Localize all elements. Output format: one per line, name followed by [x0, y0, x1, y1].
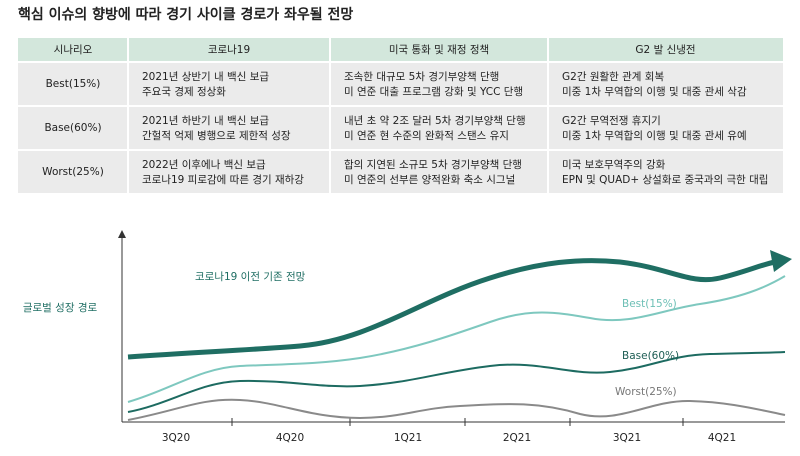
x-axis-label: 1Q21 [394, 432, 422, 444]
x-axis-label: 3Q20 [162, 432, 190, 444]
cell-line: 내년 초 약 2조 달러 5차 경기부양책 단행 [344, 114, 526, 127]
pre-covid-arrow [770, 250, 792, 272]
column-header: 코로나19 [208, 44, 250, 56]
header-row-bg [18, 38, 783, 61]
best-curve [127, 275, 786, 403]
y-axis-arrow [118, 230, 126, 238]
cell-line: G2간 원활한 관계 회복 [562, 70, 664, 83]
cell-line: 미중 1차 무역합의 이행 및 대중 관세 유예 [562, 129, 747, 142]
x-axis-label: 4Q21 [708, 432, 736, 444]
cell-line: G2간 무역전쟁 휴지기 [562, 115, 661, 127]
worst-curve [127, 398, 786, 421]
cell-line: 간헐적 억제 병행으로 제한적 성장 [142, 129, 291, 142]
worst-label: Worst(25%) [615, 386, 677, 398]
cell-line: 2021년 하반기 내 백신 보급 [142, 114, 269, 127]
x-axis-label: 2Q21 [503, 432, 531, 444]
scenario-table: 시나리오 코로나19 미국 통화 및 재정 정책 G2 발 신냉전 Best(15%) 2… [18, 38, 783, 193]
cell-line: 합의 지연된 소규모 5차 경기부양책 단행 [344, 158, 522, 171]
cell-line: 2022년 이후에나 백신 보급 [142, 159, 266, 171]
base-label: Base(60%) [622, 350, 679, 362]
row-bg [18, 63, 783, 105]
x-axis-label: 3Q21 [613, 432, 641, 444]
cell-line: 주요국 경제 정상화 [142, 85, 226, 98]
cell-line: 미 연준의 선부른 양적완화 축소 시그널 [344, 173, 515, 186]
growth-diagram: 코로나19 이전 기존 전망 Best(15%) Base(60%) Worst… [23, 230, 792, 444]
page-title: 핵심 이슈의 향방에 따라 경기 사이클 경로가 좌우될 전망 [18, 6, 353, 23]
row-bg [18, 151, 783, 193]
cell-line: 미국 보호무역주의 강화 [562, 159, 666, 171]
best-label: Best(15%) [622, 298, 677, 310]
cell-line: 조속한 대규모 5차 경기부양책 단행 [344, 70, 499, 83]
row-bg [18, 107, 783, 149]
column-header: G2 발 신냉전 [635, 44, 695, 56]
pre-covid-curve [127, 258, 776, 360]
x-axis-ticks [231, 418, 684, 426]
y-axis-label: 글로벌 성장 경로 [23, 301, 98, 314]
cell-line: 미 연준 대출 프로그램 강화 및 YCC 단행 [344, 86, 523, 98]
cell-line: 미 연준 현 수준의 완화적 스탠스 유지 [344, 129, 509, 142]
scenario-name: Base(60%) [44, 122, 101, 134]
column-header: 시나리오 [54, 44, 93, 56]
cell-line: 코로나19 피로감에 따른 경기 재하강 [142, 173, 304, 186]
scenario-name: Worst(25%) [42, 166, 104, 178]
base-curve [127, 351, 786, 413]
scenario-name: Best(15%) [46, 78, 101, 90]
column-header: 미국 통화 및 재정 정책 [389, 44, 489, 56]
x-axis-labels: 3Q20 4Q20 1Q21 2Q21 3Q21 4Q21 [162, 432, 736, 444]
cell-line: EPN 및 QUAD+ 상설화로 중국과의 극한 대립 [562, 173, 768, 186]
cell-line: 미중 1차 무역합의 이행 및 대중 관세 삭감 [562, 86, 747, 98]
cell-line: 2021년 상반기 내 백신 보급 [142, 71, 269, 83]
pre-covid-label: 코로나19 이전 기존 전망 [195, 271, 306, 283]
x-axis-label: 4Q20 [276, 432, 304, 444]
